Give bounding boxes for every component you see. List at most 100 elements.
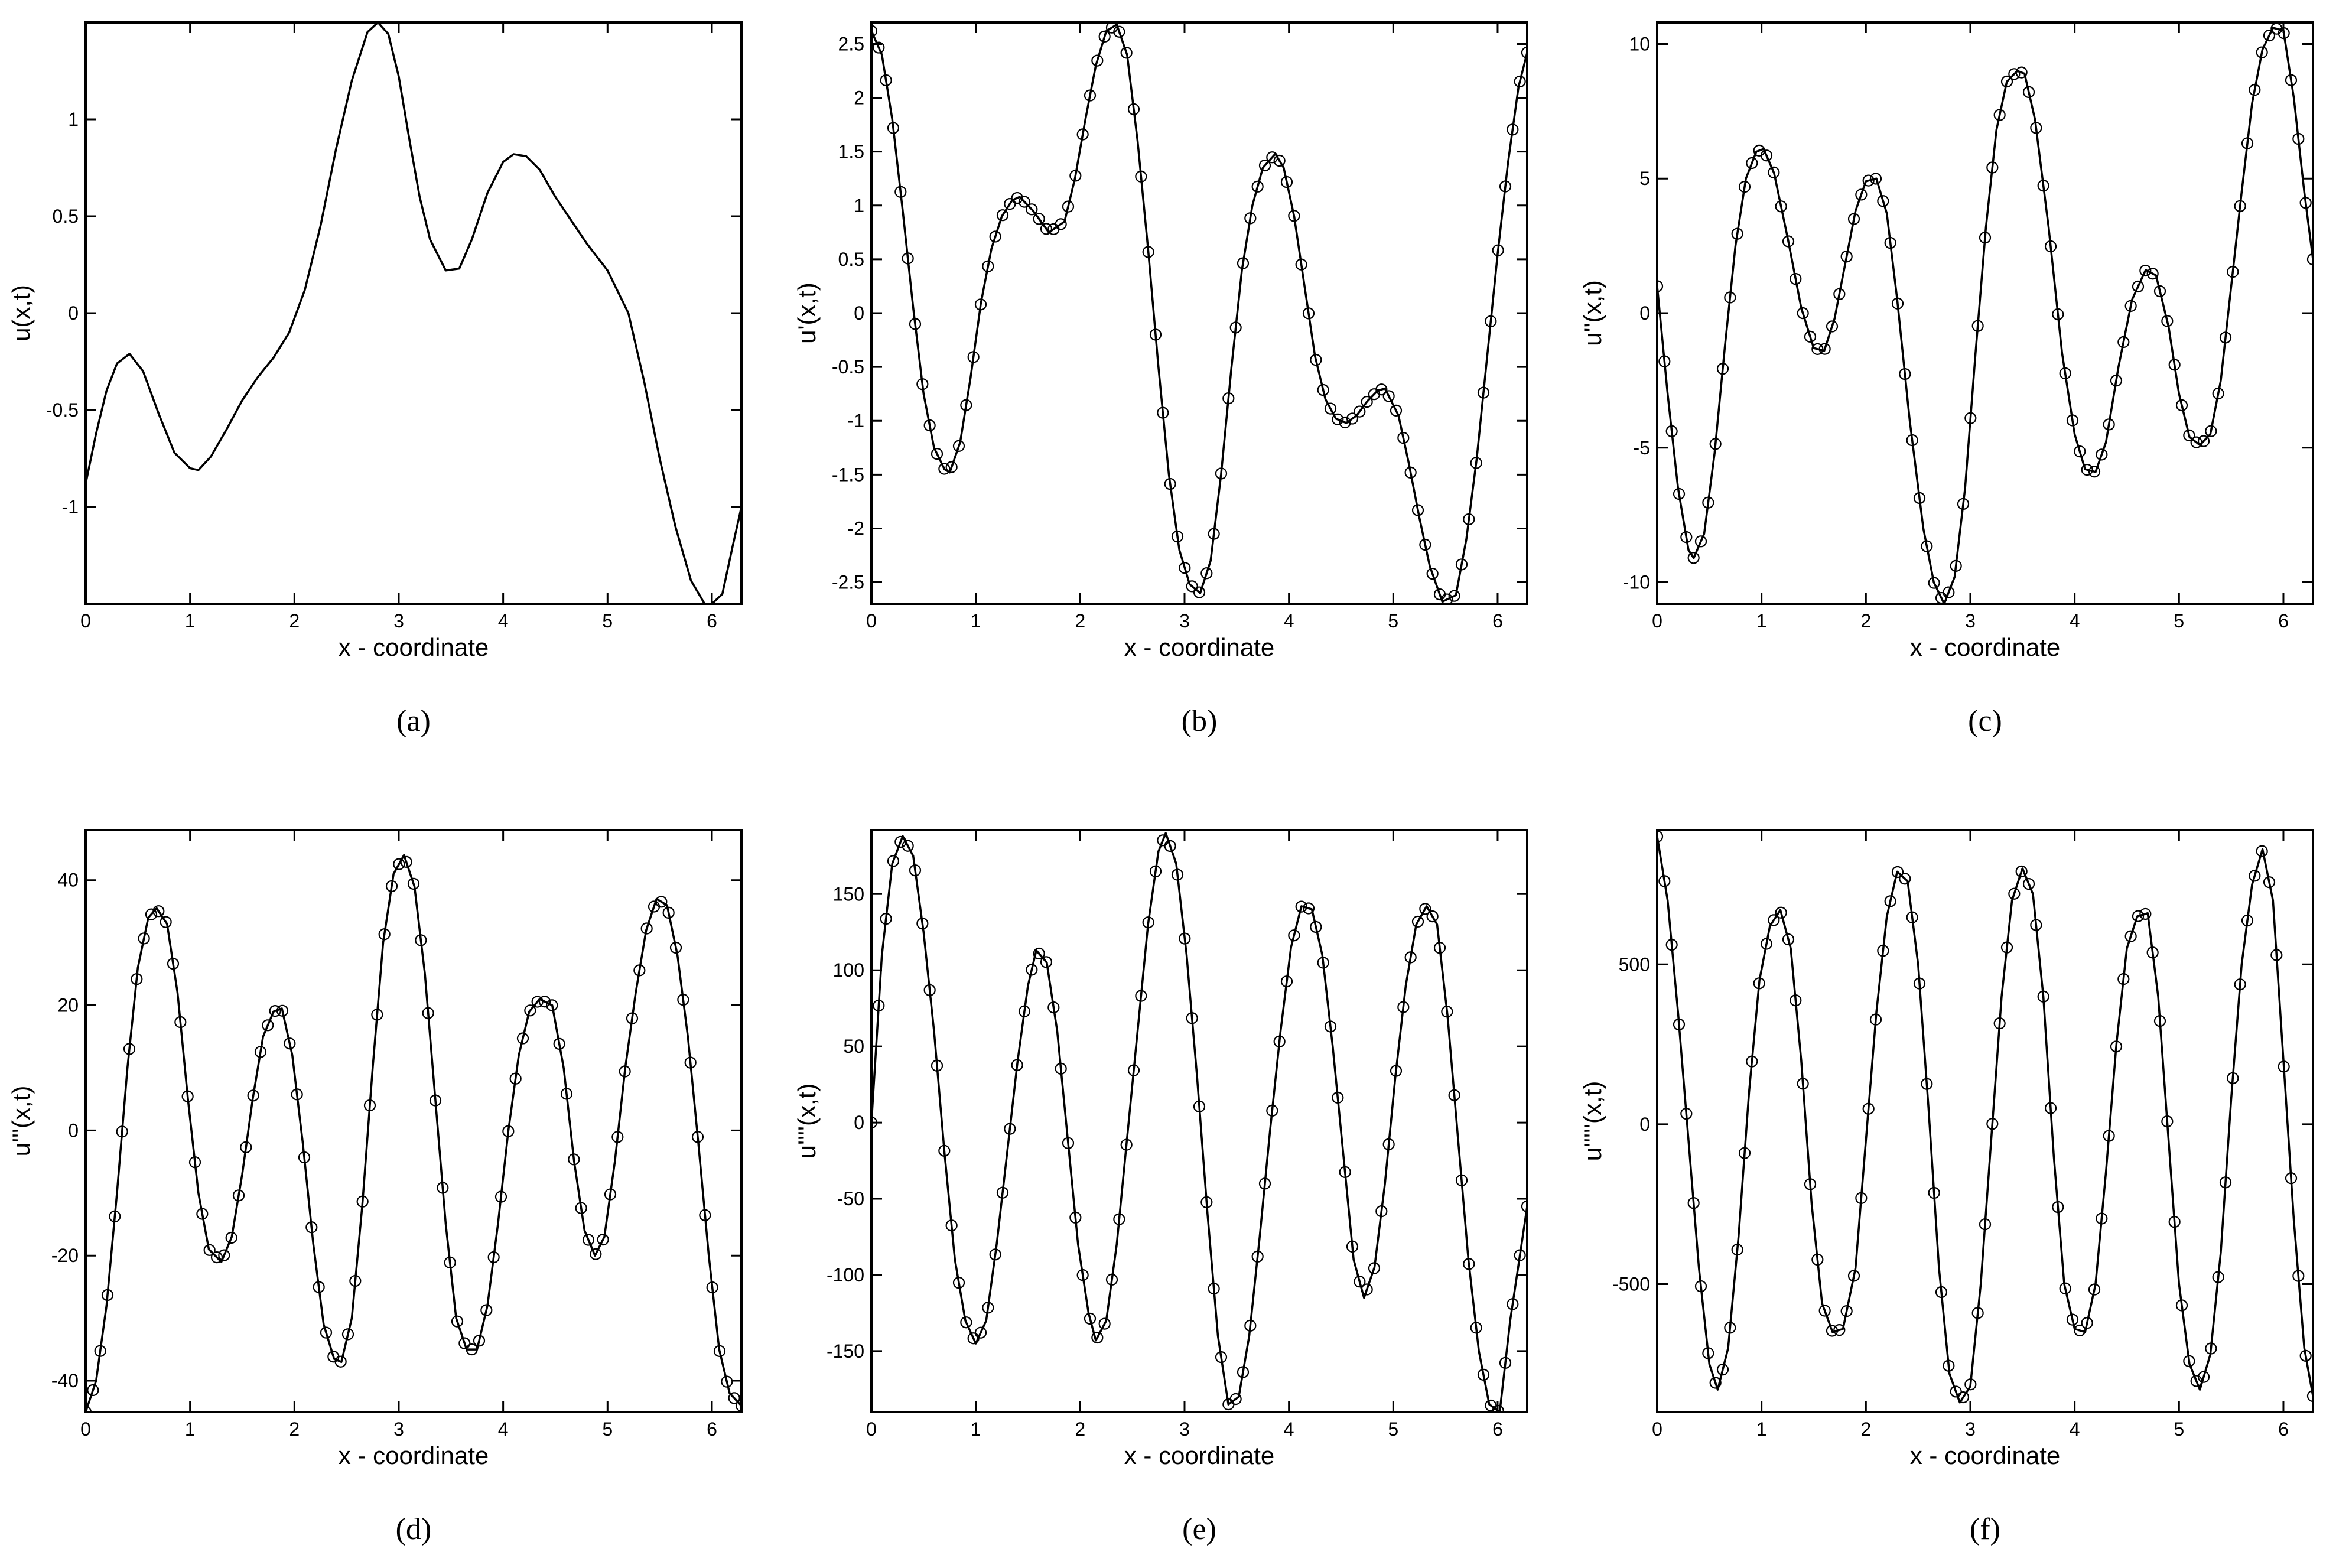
data-point-marker [1921, 540, 1933, 552]
data-point-marker [1470, 457, 1482, 469]
data-point-marker [2139, 907, 2152, 920]
data-point-marker [1208, 528, 1220, 540]
data-point-marker [1716, 1364, 1729, 1376]
data-point-marker [2234, 200, 2246, 212]
data-point-marker [1120, 1138, 1133, 1151]
data-point-marker [996, 209, 1009, 222]
data-point-marker [1877, 945, 1889, 957]
y-tick-label: 0 [68, 302, 79, 324]
data-point-marker [1702, 1347, 1714, 1359]
data-point-marker [2037, 180, 2049, 192]
data-point-marker [655, 896, 668, 908]
data-point-marker [989, 230, 1001, 243]
data-point-marker [1426, 910, 1439, 923]
x-tick-label: 6 [2278, 610, 2289, 632]
data-point-marker [1950, 559, 1962, 572]
series-line [1657, 27, 2313, 604]
data-point-marker [1950, 1385, 1962, 1398]
data-point-marker [1135, 170, 1147, 183]
chart-panel-a: 0 1 2 3 4 5 6 -1 -0.5 0 0.5 1 x - coordinate u(x,t) (a… [7, 21, 743, 738]
x-tick-label: 5 [2174, 610, 2184, 632]
data-point-marker [1477, 386, 1490, 399]
data-point-marker [1433, 942, 1446, 954]
data-point-marker [1047, 1001, 1060, 1014]
x-tick-label: 3 [393, 1419, 404, 1440]
data-point-marker [2052, 308, 2064, 321]
data-point-marker [909, 318, 922, 330]
data-point-marker [1891, 866, 1904, 879]
x-tick-label: 1 [185, 610, 196, 632]
data-point-marker [611, 1131, 624, 1143]
data-point-marker [2110, 1040, 2123, 1053]
data-point-marker [2161, 1115, 2174, 1128]
data-point-marker [1040, 223, 1053, 235]
data-point-marker [1397, 1001, 1410, 1013]
y-tick-label: -1 [848, 410, 864, 431]
data-point-marker [1244, 1319, 1257, 1332]
y-tick-label: 500 [1619, 954, 1650, 975]
y-tick-label: -2.5 [832, 572, 864, 593]
data-point-marker [1485, 315, 1497, 327]
data-point-marker [1665, 425, 1678, 437]
data-point-marker [1657, 830, 1664, 842]
x-tick-label: 2 [1860, 1419, 1871, 1440]
data-point-marker [1222, 392, 1235, 405]
plot-frame [870, 21, 1528, 605]
data-point-marker [1797, 1078, 1809, 1090]
data-point-marker [1280, 975, 1293, 988]
data-point-marker [2168, 1216, 2181, 1228]
data-point-marker [2175, 1299, 2188, 1312]
data-point-marker [1775, 906, 1787, 919]
data-point-marker [2103, 1130, 2115, 1142]
data-point-marker [1382, 1138, 1395, 1150]
data-point-marker [2256, 845, 2268, 857]
data-point-marker [225, 1231, 237, 1244]
data-point-marker [1288, 929, 1300, 942]
data-point-marker [1957, 497, 1970, 510]
data-point-marker [1840, 251, 1853, 263]
data-point-marker [2183, 1355, 2195, 1368]
data-point-marker [2124, 930, 2137, 942]
data-point-marker [1368, 1262, 1381, 1274]
x-tick-label: 5 [602, 610, 613, 632]
data-point-marker [1361, 395, 1373, 408]
chart-panel-e: 0 1 2 3 4 5 6 -150 -100 -50 0 50 100 150 x - coordinat… [793, 829, 1528, 1546]
data-point-marker [174, 1016, 187, 1029]
data-point-marker [871, 1116, 878, 1129]
chart-panel-c: 0 1 2 3 4 5 6 -10 -5 0 5 10 x - coordinate u''(x,t) (c… [1579, 21, 2314, 738]
x-axis-label: x - coordinate [1124, 633, 1274, 661]
data-point-marker [728, 1392, 740, 1404]
data-point-marker [1862, 1102, 1875, 1115]
data-point-marker [1731, 1244, 1743, 1256]
x-tick-label: 5 [602, 1419, 613, 1440]
data-point-marker [2117, 336, 2130, 349]
data-point-marker [138, 932, 150, 945]
data-point-marker [196, 1208, 209, 1220]
data-point-marker [1499, 1356, 1512, 1369]
data-point-marker [2219, 331, 2232, 344]
data-point-marker [1869, 1013, 1882, 1026]
data-point-marker [2066, 414, 2079, 427]
data-point-marker [2205, 425, 2217, 437]
data-point-marker [952, 1276, 965, 1289]
data-point-marker [706, 1281, 718, 1294]
data-point-marker [1833, 288, 1846, 300]
data-point-marker [996, 1186, 1009, 1199]
data-point-marker [735, 1400, 741, 1412]
data-point-marker [1127, 103, 1140, 116]
data-point-marker [662, 906, 675, 919]
y-tick-label: 100 [833, 959, 864, 981]
data-point-marker [2190, 436, 2202, 448]
data-point-marker [298, 1151, 311, 1164]
data-point-marker [2037, 990, 2049, 1003]
data-point-marker [1738, 1147, 1751, 1159]
x-tick-label: 4 [2070, 1419, 2080, 1440]
data-point-marker [2299, 1349, 2312, 1362]
x-tick-label: 6 [707, 1419, 717, 1440]
data-point-marker [1069, 170, 1082, 182]
data-point-marker [1862, 174, 1875, 187]
data-point-marker [2081, 1317, 2093, 1329]
data-point-marker [2117, 973, 2130, 985]
data-point-marker [2306, 253, 2313, 265]
